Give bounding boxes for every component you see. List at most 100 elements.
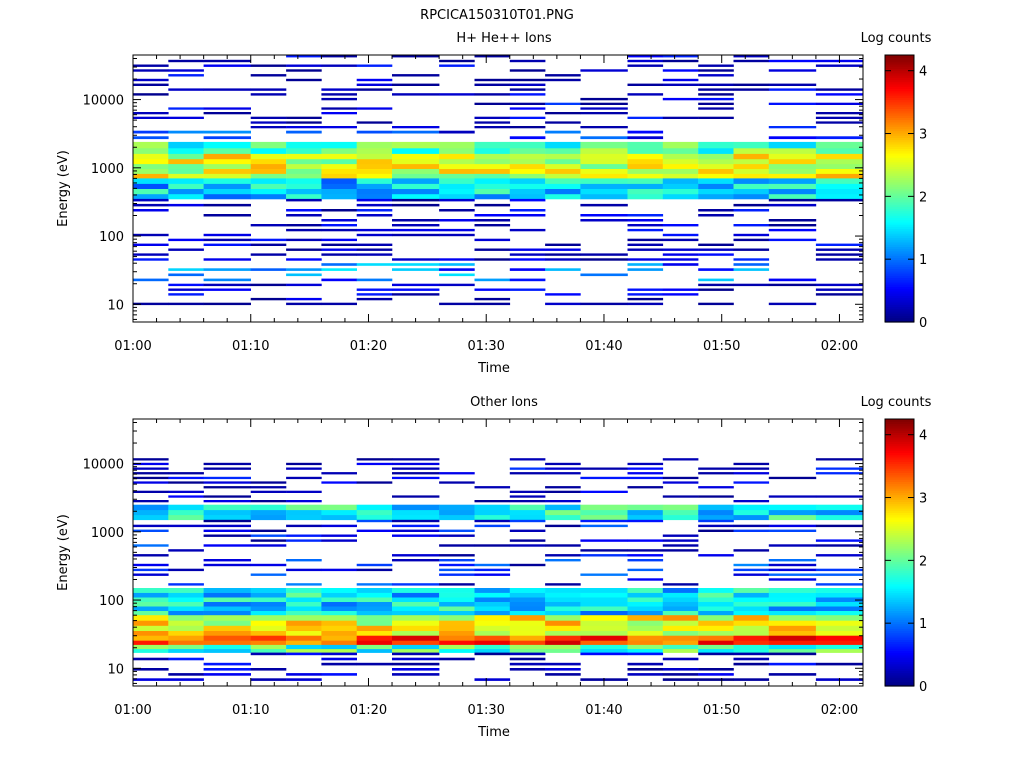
spectrogram-cell: [815, 509, 864, 516]
spectrogram-cell: [627, 302, 664, 306]
colorbar-swatch: [885, 253, 914, 256]
spectrogram-cell: [250, 238, 287, 242]
x-tick-label: 01:50: [703, 703, 740, 718]
spectrogram-cell: [545, 130, 581, 134]
spectrogram-cell: [768, 102, 817, 105]
colorbar-swatch: [885, 632, 914, 636]
spectrogram-cell: [203, 193, 251, 200]
spectrogram-cell: [168, 568, 204, 572]
colorbar-swatch: [885, 601, 914, 605]
spectrogram-cell: [545, 514, 581, 521]
spectrogram-cell: [662, 495, 699, 498]
spectrogram-cell: [815, 573, 864, 576]
colorbar-swatch: [885, 559, 914, 562]
colorbar-swatch: [885, 663, 914, 667]
spectrogram-cell: [545, 625, 581, 631]
spectrogram-cell: [439, 198, 475, 202]
colorbar-swatch: [885, 61, 914, 65]
colorbar-tick-label: 3: [919, 128, 927, 143]
spectrogram-cell: [356, 481, 393, 484]
spectrogram-cell: [321, 88, 357, 91]
colorbar-swatch: [885, 548, 914, 551]
spectrogram-cell: [545, 544, 581, 547]
colorbar-swatch: [885, 614, 914, 618]
spectrogram-cell: [474, 193, 511, 200]
spectrogram-cell: [474, 158, 511, 165]
spectrogram-cell: [439, 163, 475, 169]
spectrogram-cell: [474, 93, 511, 96]
spectrogram-cell: [286, 568, 322, 572]
spectrogram-cell: [286, 606, 322, 611]
spectrogram-cell: [580, 273, 628, 277]
spectrogram-cell: [133, 278, 169, 282]
spectrogram-cell: [250, 544, 287, 547]
spectrogram-cell: [321, 644, 357, 650]
spectrogram-cell: [509, 630, 546, 637]
spectrogram-cell: [698, 486, 734, 489]
spectrogram-cell: [168, 504, 204, 511]
colorbar-swatch: [885, 681, 914, 685]
spectrogram-cell: [392, 163, 440, 169]
colorbar-swatch: [885, 264, 914, 267]
spectrogram-cell: [203, 112, 251, 115]
spectrogram-cell: [203, 620, 251, 626]
spectrogram-cell: [815, 554, 864, 557]
spectrogram-cell: [815, 495, 864, 498]
spectrogram-cell: [545, 193, 581, 200]
spectrogram-cell: [439, 504, 475, 511]
colorbar-swatch: [885, 195, 914, 199]
spectrogram-cell: [580, 163, 628, 169]
spectrogram-cell: [203, 630, 251, 637]
spectrogram-cell: [627, 486, 664, 489]
colorbar-swatch: [885, 315, 914, 319]
spectrogram-cell: [627, 615, 664, 621]
spectrogram-cell: [321, 183, 357, 189]
spectrogram-cell: [768, 158, 817, 165]
spectrogram-cell: [580, 625, 628, 631]
spectrogram-cell: [168, 610, 204, 616]
colorbar-swatch: [885, 668, 914, 672]
colorbar-swatch: [885, 57, 914, 61]
colorbar-swatch: [885, 439, 914, 442]
spectrogram-cell: [321, 588, 357, 593]
spectrogram-cell: [439, 147, 475, 155]
spectrogram-cell: [474, 678, 511, 681]
spectrogram-cell: [321, 302, 357, 306]
spectrogram-cell: [733, 625, 770, 631]
spectrogram-cell: [662, 610, 699, 616]
spectrogram-cell: [768, 615, 817, 621]
colorbar-swatch: [885, 97, 914, 101]
spectrogram-cell: [545, 462, 581, 466]
spectrogram-cell: [133, 476, 169, 480]
spectrogram-cell: [698, 519, 734, 523]
colorbar-swatch: [885, 168, 914, 172]
spectrogram-cell: [250, 630, 287, 637]
spectrogram-cell: [545, 644, 581, 650]
spectrogram-cell: [286, 248, 322, 251]
spectrogram-cell: [698, 472, 734, 475]
spectrogram-cell: [662, 597, 699, 602]
spectrogram-cell: [250, 529, 287, 532]
spectrogram-cell: [168, 69, 204, 72]
spectrogram-cell: [662, 97, 699, 101]
spectrogram-cell: [768, 529, 817, 532]
spectrogram-cell: [733, 592, 770, 598]
colorbar-swatch: [885, 81, 914, 85]
spectrogram-cell: [733, 233, 770, 237]
colorbar-swatch: [885, 128, 914, 132]
spectrogram-cell: [250, 168, 287, 174]
spectrogram-cell: [168, 238, 204, 242]
spectrogram-cell: [815, 178, 864, 184]
spectrogram-cell: [439, 59, 475, 63]
colorbar-swatch: [885, 665, 914, 669]
colorbar: 0 1 2 3 4 Log counts: [861, 31, 932, 331]
spectrogram-cell: [662, 248, 699, 251]
spectrogram-cell: [733, 648, 770, 653]
spectrogram-cell: [698, 116, 734, 119]
colorbar-swatch: [885, 155, 914, 158]
spectrogram-cell: [168, 193, 204, 200]
colorbar-swatch: [885, 172, 914, 176]
spectrogram-cell: [168, 657, 204, 661]
spectrogram-cell: [733, 158, 770, 165]
spectrogram-cell: [733, 549, 770, 552]
